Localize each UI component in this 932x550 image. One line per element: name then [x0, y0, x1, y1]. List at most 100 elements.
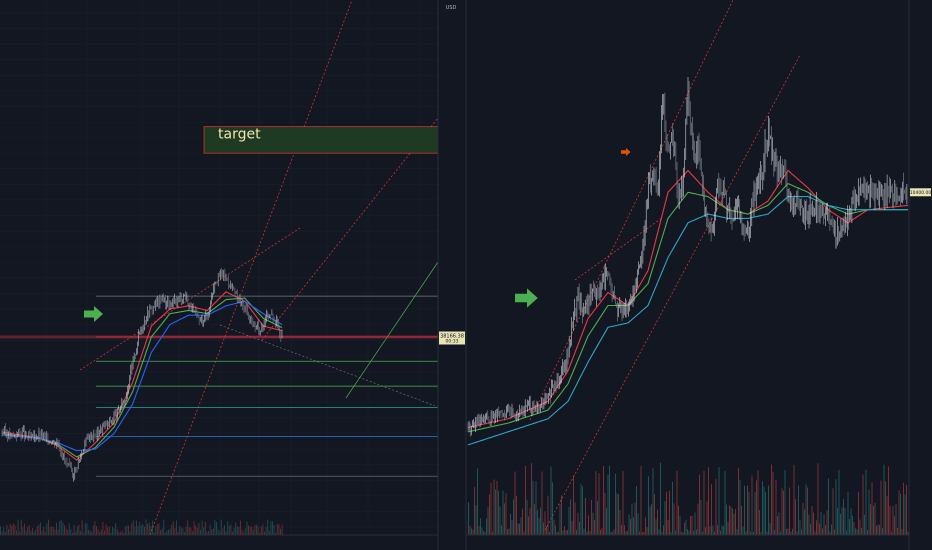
- volume-bar: [177, 531, 179, 535]
- left-chart-panel[interactable]: target: [0, 0, 466, 536]
- moving-average-line: [467, 182, 908, 433]
- volume-bar: [864, 514, 865, 535]
- volume-bar: [661, 531, 663, 535]
- volume-bar: [603, 466, 604, 535]
- volume-bar: [208, 531, 209, 535]
- volume-bar: [91, 531, 93, 535]
- volume-bar: [880, 480, 882, 535]
- volume-bar: [732, 508, 733, 535]
- volume-bar: [174, 528, 176, 535]
- volume-bar: [511, 520, 513, 535]
- volume-bar: [682, 531, 684, 535]
- moving-average-line: [467, 169, 909, 429]
- volume-bar: [820, 512, 822, 535]
- volume-bar: [547, 495, 549, 535]
- volume-bar: [14, 525, 16, 535]
- volume-bar: [248, 525, 249, 535]
- volume-bar: [660, 462, 661, 535]
- volume-bar: [487, 507, 489, 535]
- left-price-axis[interactable]: USD 38166.38 00:33: [437, 0, 466, 550]
- volume-bar: [868, 489, 870, 535]
- volume-bar: [265, 526, 267, 535]
- volume-bar: [766, 531, 768, 535]
- volume-bar: [203, 527, 205, 535]
- volume-bar: [17, 519, 19, 535]
- volume-bar: [270, 521, 272, 535]
- volume-bar: [272, 521, 273, 535]
- volume-bar: [705, 527, 706, 535]
- volume-bar: [583, 528, 585, 535]
- volume-bar: [264, 531, 265, 535]
- volume-bar: [214, 520, 216, 535]
- volume-bar: [492, 531, 493, 535]
- volume-bar: [486, 518, 487, 535]
- volume-bar: [222, 528, 224, 535]
- volume-bar: [885, 481, 886, 535]
- volume-bar: [702, 531, 703, 535]
- volume-bar: [6, 524, 8, 535]
- volume-bar: [628, 514, 630, 535]
- volume-bar: [496, 480, 498, 535]
- volume-bar: [88, 529, 89, 535]
- right-price-axis-background: [909, 0, 932, 550]
- volume-bar: [235, 522, 237, 535]
- volume-bar: [777, 516, 778, 535]
- volume-bar: [624, 525, 625, 535]
- volume-bar: [204, 521, 206, 535]
- volume-bar: [787, 528, 789, 535]
- volume-bar: [687, 529, 688, 535]
- volume-bar: [3, 526, 5, 535]
- volume-bar: [469, 525, 471, 535]
- volume-bar: [699, 474, 700, 535]
- channel-line: [574, 217, 663, 281]
- volume-bar: [236, 526, 238, 535]
- volume-bar: [579, 521, 580, 535]
- volume-bar: [862, 474, 864, 535]
- volume-bar: [697, 503, 699, 535]
- right-chart-panel[interactable]: [465, 0, 932, 550]
- volume-bar: [886, 495, 888, 535]
- right-price-axis[interactable]: 10400.00: [908, 0, 932, 550]
- volume-bar: [763, 486, 765, 535]
- volume-bar: [147, 523, 149, 535]
- volume-bar: [718, 467, 720, 535]
- volume-bar: [148, 522, 150, 535]
- volume-bar: [835, 479, 837, 535]
- left-volume-bars: [0, 519, 283, 535]
- volume-bar: [25, 530, 27, 535]
- volume-bar: [544, 511, 546, 535]
- volume-bar: [136, 520, 137, 535]
- volume-bar: [586, 531, 588, 535]
- volume-bar: [150, 525, 152, 535]
- volume-bar: [577, 512, 579, 535]
- volume-bar: [595, 471, 597, 535]
- volume-bar: [92, 525, 94, 535]
- volume-bar: [604, 492, 606, 535]
- volume-bar: [57, 529, 59, 535]
- volume-bar: [580, 483, 582, 535]
- left-trend-channel: [79, 0, 439, 536]
- volume-bar: [585, 497, 586, 535]
- volume-bar: [600, 529, 601, 535]
- channel-line: [261, 117, 439, 341]
- volume-bar: [251, 526, 253, 535]
- volume-bar: [810, 523, 811, 535]
- volume-bar: [645, 517, 646, 535]
- volume-bar: [673, 503, 675, 535]
- volume-bar: [678, 505, 679, 535]
- volume-bar: [41, 531, 43, 535]
- volume-bar: [46, 523, 48, 535]
- volume-bar: [139, 521, 141, 535]
- volume-bar: [756, 480, 757, 535]
- volume-bar: [745, 531, 747, 535]
- volume-bar: [753, 531, 754, 535]
- fibonacci-retracement[interactable]: [0, 295, 438, 477]
- volume-bar: [49, 526, 51, 535]
- volume-bar: [727, 521, 729, 535]
- volume-bar: [852, 515, 853, 535]
- volume-bar: [789, 487, 790, 535]
- volume-bar: [870, 503, 871, 535]
- volume-bar: [206, 531, 208, 535]
- target-zone[interactable]: [203, 126, 439, 154]
- left-last-price-value: 38166.38: [440, 334, 464, 340]
